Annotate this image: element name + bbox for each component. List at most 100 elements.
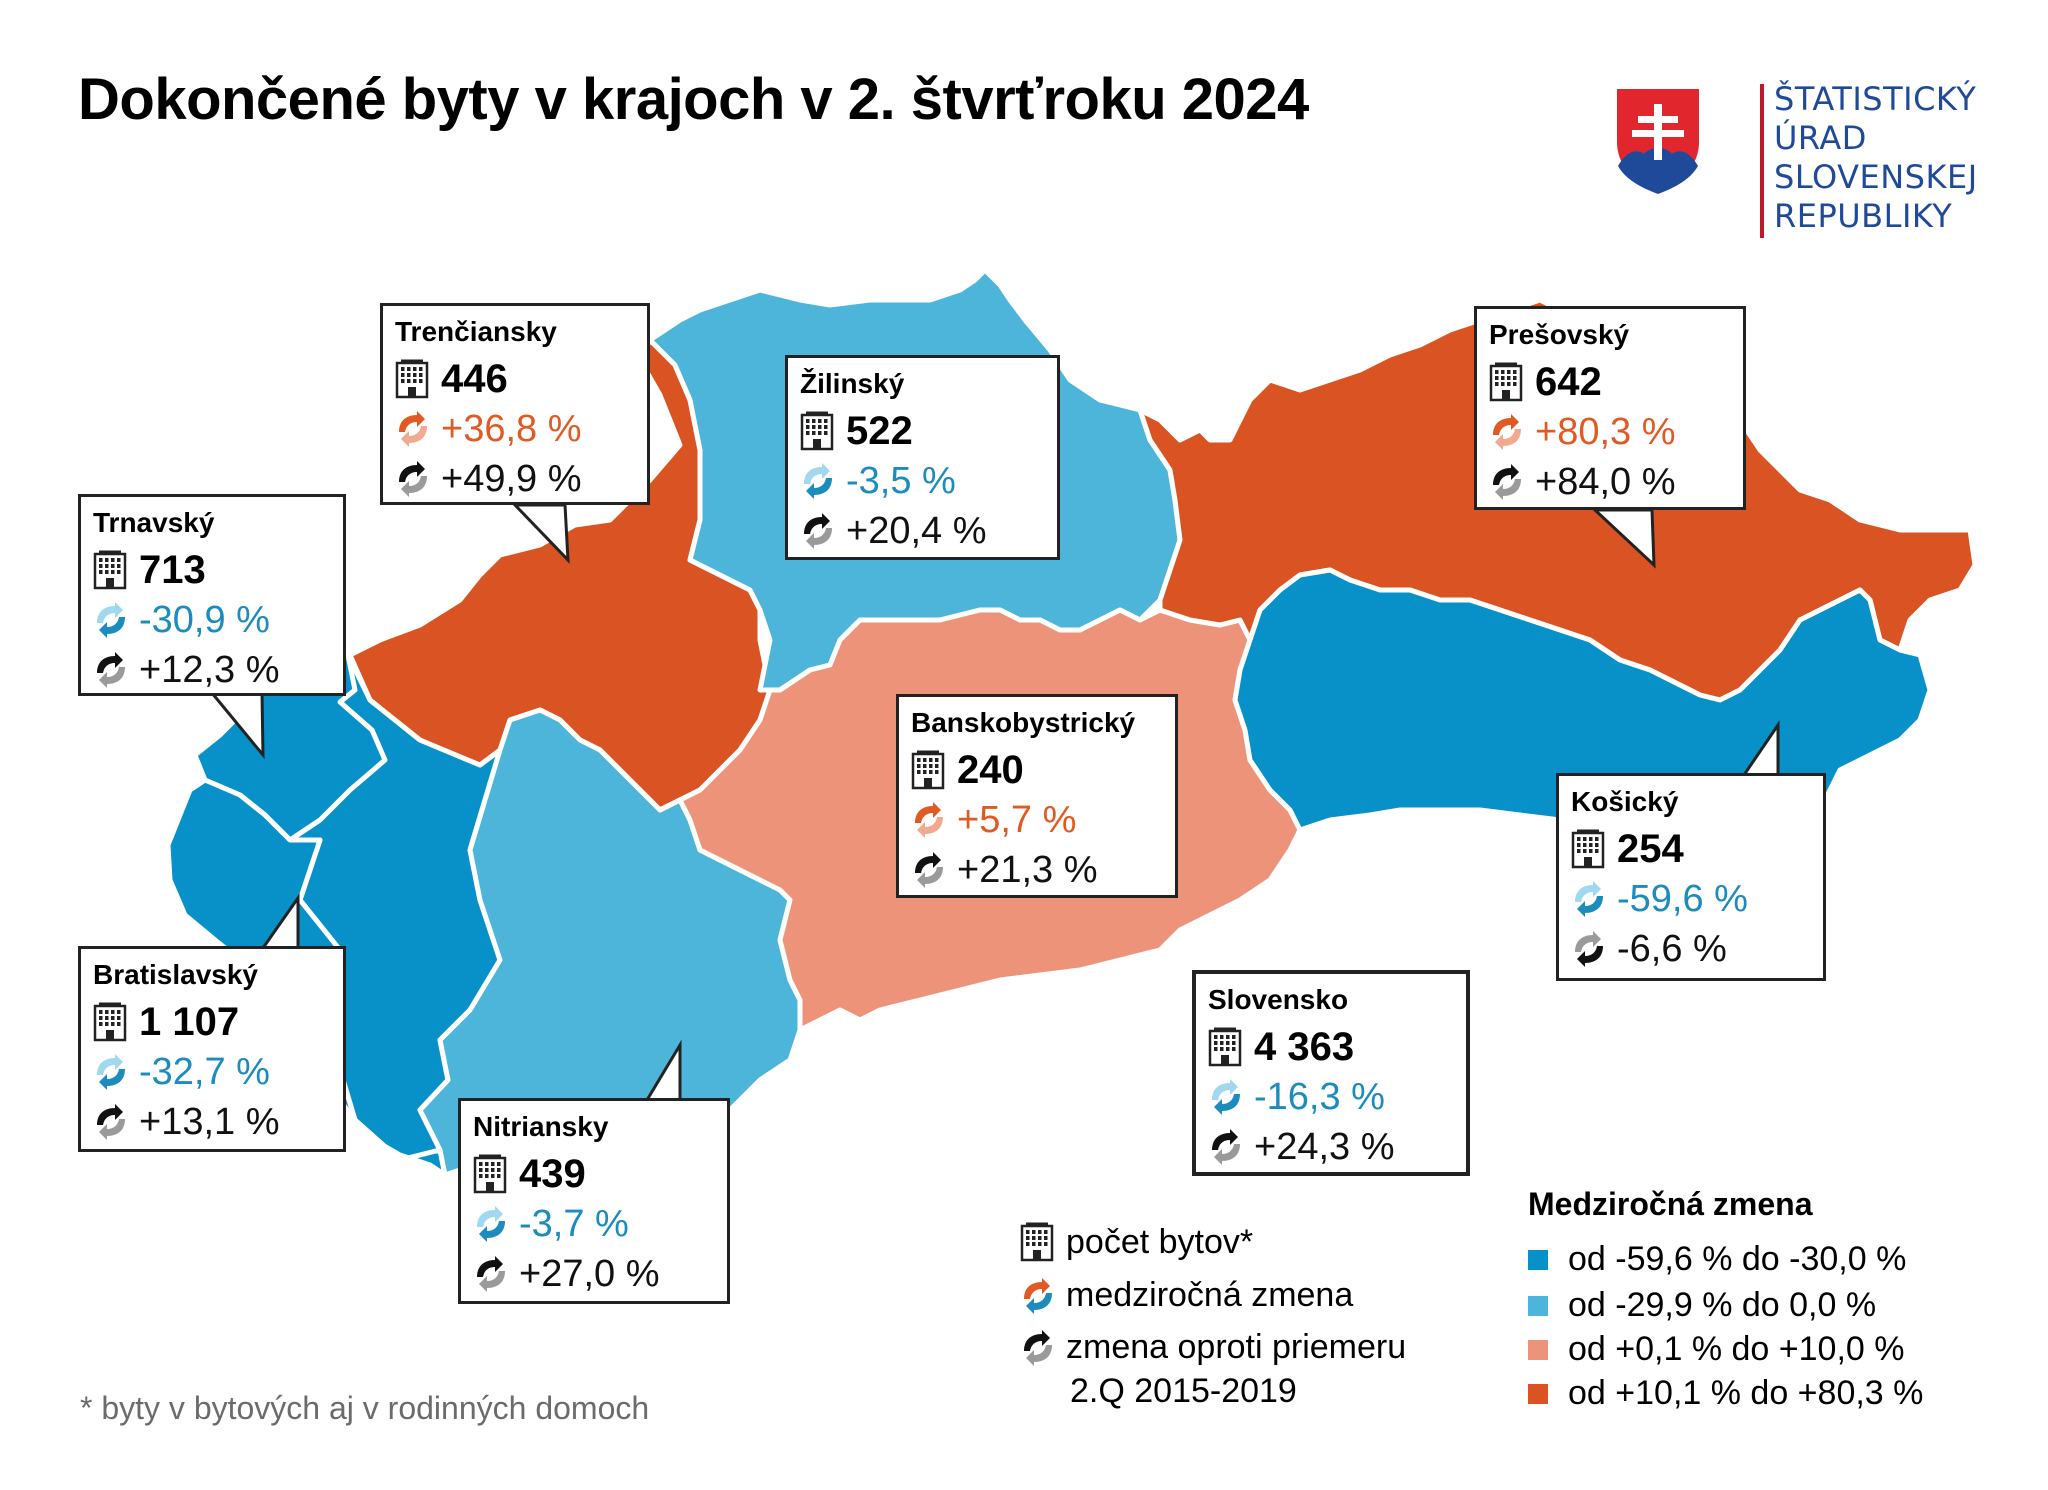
building-icon	[473, 1154, 507, 1194]
dwelling-count: 1 107	[139, 999, 240, 1044]
page-title: Dokončené byty v krajoch v 2. štvrťroku …	[78, 67, 1309, 132]
count-row: 240	[911, 745, 1161, 795]
yoy-change-icon	[1575, 881, 1603, 917]
dwelling-count: 713	[139, 547, 206, 592]
building-icon	[1020, 1222, 1054, 1262]
avg-change-icon	[477, 1256, 505, 1292]
building-icon	[1571, 829, 1605, 869]
yoy-change: +80,3 %	[1535, 410, 1676, 453]
yoy-row: -30,9 %	[93, 595, 329, 645]
count-row: 446	[395, 354, 633, 404]
building-icon	[911, 750, 945, 790]
callout-zilinsky: Žilinský 522 -3,5 % +20,4 %	[785, 355, 1060, 560]
legend-item-3: od +0,1 % do +10,0 %	[1528, 1330, 1904, 1369]
avg-change: +84,0 %	[1535, 460, 1676, 503]
avg-row: -6,6 %	[1571, 924, 1809, 974]
yoy-change: +5,7 %	[957, 798, 1077, 841]
key-avg-label-2: 2.Q 2015-2019	[1070, 1372, 1297, 1410]
key-dwelling-count: počet bytov*	[1020, 1222, 1253, 1262]
key-yoy-change: medziročná zmena	[1020, 1276, 1353, 1315]
key-count-label: počet bytov*	[1066, 1222, 1254, 1261]
yoy-change: -3,7 %	[519, 1202, 629, 1245]
callout-nitriansky: Nitriansky 439 -3,7 % +27,0 %	[458, 1098, 730, 1304]
avg-row: +20,4 %	[800, 506, 1043, 556]
region-name: Košický	[1571, 786, 1679, 817]
dwelling-count: 254	[1617, 826, 1684, 871]
avg-change-icon	[804, 513, 832, 549]
yoy-change-icon	[1493, 414, 1521, 450]
legend-swatch	[1528, 1383, 1548, 1404]
yoy-row: +5,7 %	[911, 795, 1161, 845]
region-name: Bratislavský	[93, 959, 259, 990]
avg-change-icon	[1493, 464, 1521, 500]
count-row: 439	[473, 1149, 713, 1199]
region-name: Banskobystrický	[911, 707, 1136, 738]
callout-slovensko-total: Slovensko 4 363 -16,3 % +24,3 %	[1192, 970, 1470, 1176]
avg-change: +24,3 %	[1254, 1125, 1395, 1168]
callout-presovsky: Prešovský 642 +80,3 % +84,0 %	[1474, 306, 1746, 510]
yoy-change-icon	[915, 802, 943, 838]
count-row: 254	[1571, 824, 1809, 874]
region-nitriansky[interactable]	[417, 707, 803, 1178]
avg-change: +13,1 %	[139, 1100, 280, 1143]
logo-line-2: ÚRAD	[1774, 119, 1867, 157]
yoy-row: -3,7 %	[473, 1199, 713, 1249]
yoy-change-icon	[1212, 1079, 1240, 1115]
callout-trenciansky: Trenčiansky 446 +36,8 % +49,9 %	[380, 303, 650, 505]
logo-line-4: REPUBLIKY	[1774, 197, 1953, 235]
key-avg-change: zmena oproti priemeru	[1020, 1328, 1406, 1367]
yoy-change-icon	[804, 463, 832, 499]
avg-change-icon	[1024, 1329, 1052, 1366]
statistics-office-logo-text: ŠTATISTICKÝ ÚRAD SLOVENSKEJ REPUBLIKY	[1774, 80, 1978, 236]
avg-change-icon	[1212, 1129, 1240, 1165]
legend-title: Medziročná zmena	[1528, 1186, 1813, 1222]
yoy-row: -3,5 %	[800, 456, 1043, 506]
building-icon	[1208, 1027, 1242, 1067]
legend-swatch	[1528, 1249, 1548, 1270]
avg-change: +27,0 %	[519, 1252, 660, 1295]
footnote: * byty v bytových aj v rodinných domoch	[80, 1390, 650, 1426]
yoy-change-icon	[1024, 1277, 1052, 1314]
key-yoy-label: medziročná zmena	[1066, 1276, 1354, 1314]
yoy-change-icon	[97, 1054, 125, 1090]
count-row: 713	[93, 545, 329, 595]
yoy-row: -32,7 %	[93, 1047, 329, 1097]
yoy-change: -30,9 %	[139, 598, 270, 641]
avg-change: -6,6 %	[1617, 927, 1727, 970]
logo-line-3: SLOVENSKEJ	[1774, 158, 1978, 196]
building-icon	[1489, 362, 1523, 402]
avg-change-icon	[97, 652, 125, 688]
count-row: 522	[800, 406, 1043, 456]
avg-change: +20,4 %	[846, 509, 987, 552]
legend-label: od -59,6 % do -30,0 %	[1568, 1240, 1907, 1278]
region-name: Trenčiansky	[395, 316, 557, 347]
avg-row: +27,0 %	[473, 1249, 713, 1299]
region-name: Prešovský	[1489, 319, 1630, 350]
yoy-change: -59,6 %	[1617, 877, 1748, 920]
avg-row: +21,3 %	[911, 845, 1161, 895]
key-avg-change-period: 2.Q 2015-2019	[1070, 1372, 1297, 1411]
avg-change-icon	[1575, 931, 1603, 967]
avg-row: +49,9 %	[395, 454, 633, 504]
callout-banskobystricky: Banskobystrický 240 +5,7 % +21,3 %	[896, 694, 1178, 898]
dwelling-count: 439	[519, 1151, 586, 1196]
avg-change-icon	[399, 461, 427, 497]
building-icon	[395, 359, 429, 399]
region-name: Trnavský	[93, 507, 215, 538]
avg-change: +49,9 %	[441, 457, 582, 500]
avg-row: +13,1 %	[93, 1097, 329, 1147]
avg-row: +84,0 %	[1489, 457, 1729, 507]
avg-row: +12,3 %	[93, 645, 329, 695]
slovak-coat-of-arms-icon	[1615, 87, 1701, 196]
callout-trnavsky: Trnavský 713 -30,9 % +12,3 %	[78, 494, 346, 696]
yoy-row: -59,6 %	[1571, 874, 1809, 924]
legend-item-2: od -29,9 % do 0,0 %	[1528, 1286, 1876, 1325]
logo-line-1: ŠTATISTICKÝ	[1774, 80, 1977, 118]
count-row: 4 363	[1208, 1022, 1452, 1072]
dwelling-count: 4 363	[1254, 1024, 1355, 1069]
dwelling-count: 642	[1535, 359, 1602, 404]
legend-swatch	[1528, 1295, 1548, 1316]
legend-label: od -29,9 % do 0,0 %	[1568, 1286, 1877, 1324]
yoy-row: +36,8 %	[395, 404, 633, 454]
callout-bratislavsky: Bratislavský 1 107 -32,7 % +13,1 %	[78, 946, 346, 1152]
